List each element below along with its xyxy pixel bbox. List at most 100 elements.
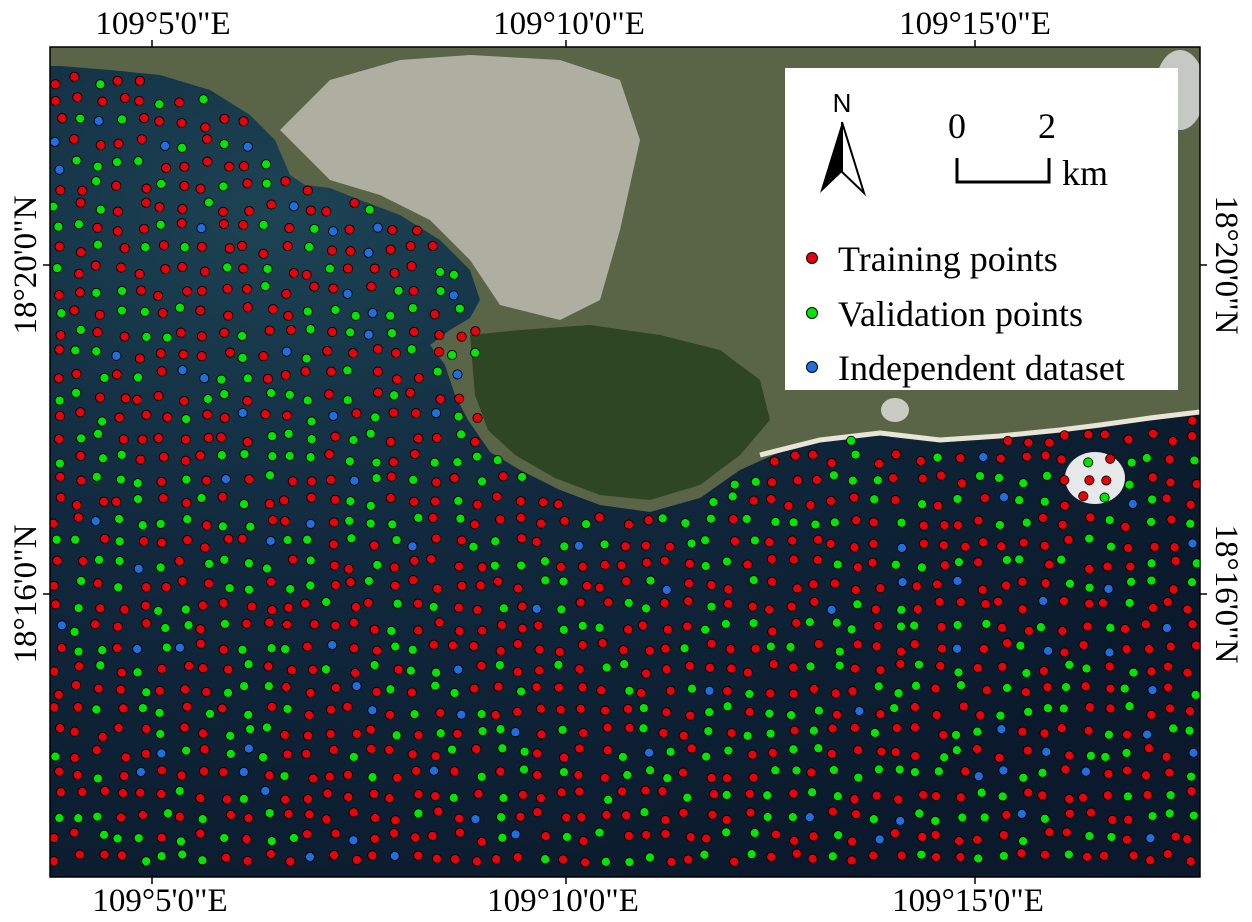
sample-point bbox=[242, 855, 253, 866]
sample-point bbox=[90, 516, 101, 527]
sample-point bbox=[180, 455, 191, 466]
sample-point bbox=[435, 728, 446, 739]
sample-point bbox=[153, 390, 164, 402]
sample-point bbox=[1161, 622, 1173, 634]
sample-point bbox=[1085, 807, 1097, 818]
sample-point bbox=[1078, 491, 1089, 502]
sample-point bbox=[385, 244, 396, 255]
sample-point bbox=[704, 662, 716, 673]
sample-point bbox=[390, 348, 402, 359]
sample-point bbox=[679, 643, 690, 654]
sample-point bbox=[1146, 558, 1157, 569]
sample-point bbox=[998, 492, 1010, 503]
sample-point bbox=[1186, 771, 1197, 782]
sample-point bbox=[412, 598, 424, 609]
sample-point bbox=[1021, 451, 1032, 462]
sample-point bbox=[363, 247, 374, 258]
sample-point bbox=[409, 709, 420, 720]
sample-point bbox=[804, 812, 815, 823]
sample-point bbox=[156, 748, 167, 759]
sample-point bbox=[997, 661, 1008, 672]
sample-point bbox=[237, 407, 248, 418]
sample-point bbox=[351, 408, 362, 419]
sample-point bbox=[197, 855, 208, 866]
sample-point bbox=[936, 621, 947, 632]
sample-point bbox=[321, 814, 332, 825]
sample-point bbox=[305, 580, 316, 591]
sample-point bbox=[175, 327, 187, 338]
sample-point bbox=[330, 828, 341, 839]
sample-point bbox=[512, 852, 523, 863]
sample-point bbox=[222, 283, 233, 294]
sample-point bbox=[52, 263, 63, 274]
sample-point bbox=[197, 663, 209, 674]
sample-point bbox=[1121, 747, 1132, 759]
sample-point bbox=[53, 373, 64, 384]
sample-point bbox=[327, 245, 338, 256]
sample-point bbox=[285, 583, 296, 595]
sample-point bbox=[98, 496, 109, 507]
sample-point bbox=[831, 709, 842, 720]
sample-point bbox=[765, 641, 776, 652]
sample-point bbox=[1126, 457, 1137, 468]
sample-point bbox=[896, 604, 907, 615]
sample-point bbox=[241, 834, 252, 845]
sample-point bbox=[448, 290, 459, 301]
sample-point bbox=[241, 284, 253, 295]
sample-point bbox=[1164, 454, 1175, 465]
scale-bar: 0 2 km bbox=[948, 106, 1108, 193]
sample-point bbox=[409, 555, 420, 566]
top-lon-label: 109°10'0"E bbox=[493, 6, 645, 42]
sample-point bbox=[181, 745, 192, 756]
sample-point bbox=[91, 471, 102, 482]
sample-point bbox=[158, 240, 169, 251]
sample-point bbox=[869, 494, 880, 505]
sample-point bbox=[1042, 703, 1053, 714]
sample-point bbox=[286, 325, 297, 336]
sample-point bbox=[219, 327, 230, 338]
sample-point bbox=[993, 472, 1005, 483]
sample-point bbox=[513, 583, 524, 594]
sample-point bbox=[873, 620, 884, 631]
sample-point bbox=[599, 772, 610, 783]
sample-point bbox=[1147, 494, 1158, 505]
sample-point bbox=[219, 618, 231, 629]
sample-point bbox=[468, 541, 479, 552]
sample-point bbox=[92, 578, 103, 589]
sample-point bbox=[307, 664, 318, 675]
sample-point bbox=[201, 520, 212, 531]
sample-point bbox=[515, 512, 526, 523]
sample-point bbox=[850, 449, 861, 460]
sample-point bbox=[288, 832, 299, 844]
sample-point bbox=[1038, 595, 1049, 607]
sample-point bbox=[1124, 479, 1135, 490]
sample-point bbox=[788, 554, 799, 565]
sample-point bbox=[428, 601, 439, 612]
sample-point bbox=[201, 134, 213, 145]
sample-point bbox=[1140, 619, 1151, 630]
sample-point bbox=[136, 285, 147, 296]
sample-point bbox=[237, 352, 248, 363]
sample-point bbox=[706, 601, 717, 612]
sample-point bbox=[413, 808, 424, 819]
sample-point bbox=[1126, 576, 1137, 587]
sample-point bbox=[599, 539, 610, 550]
sample-point bbox=[622, 703, 634, 714]
sample-point bbox=[791, 848, 802, 859]
sample-point bbox=[1101, 475, 1112, 486]
legend-label-training: Training points bbox=[838, 239, 1058, 279]
sample-point bbox=[1060, 764, 1071, 775]
sample-point bbox=[826, 604, 837, 615]
sample-point bbox=[238, 161, 250, 172]
sample-point bbox=[930, 829, 941, 840]
sample-point bbox=[91, 287, 102, 298]
sample-point bbox=[115, 474, 126, 485]
sample-point bbox=[242, 395, 253, 406]
sample-point bbox=[92, 773, 103, 784]
sample-point bbox=[728, 514, 739, 525]
sample-point bbox=[55, 330, 66, 341]
sample-point bbox=[936, 643, 948, 654]
sample-point bbox=[384, 709, 396, 720]
sample-point bbox=[452, 457, 463, 468]
sample-point bbox=[498, 603, 509, 614]
